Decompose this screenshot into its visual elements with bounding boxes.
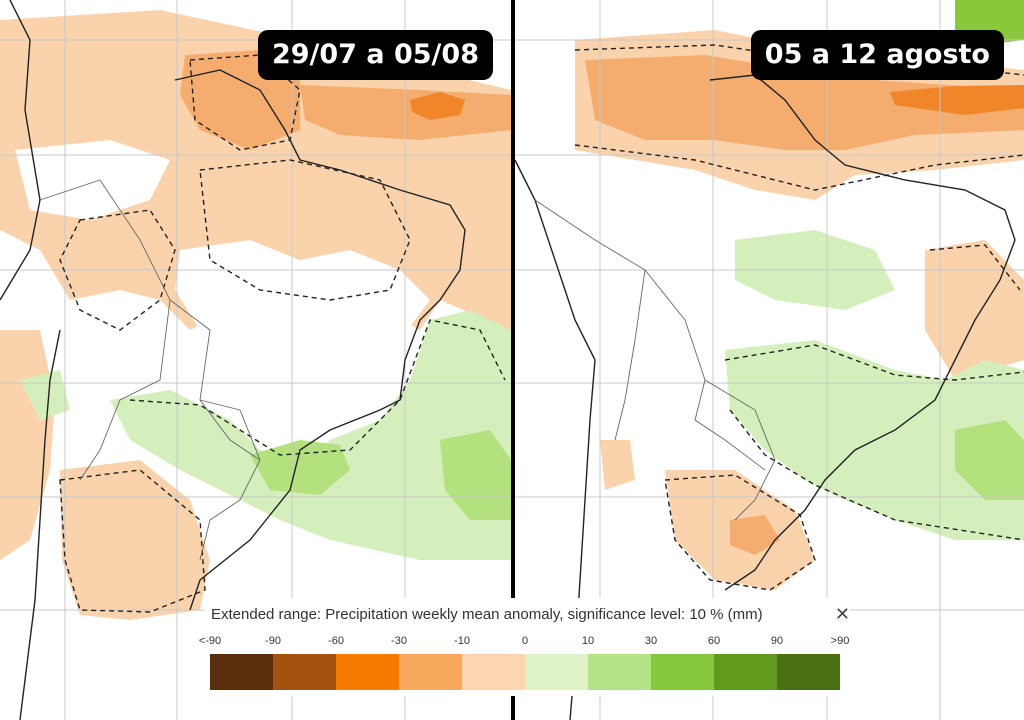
- legend-tick-label: -10: [454, 635, 470, 647]
- legend-swatch: [399, 654, 462, 690]
- legend-tick-label: 10: [581, 635, 595, 647]
- map-panel-left: 29/07 a 05/08: [0, 0, 511, 720]
- country-borders: [39, 179, 261, 561]
- legend-tick-label: 0: [521, 635, 529, 647]
- period-label-right: 05 a 12 agosto: [750, 30, 1004, 80]
- legend-swatch: [210, 654, 273, 690]
- legend-tick-label: 60: [707, 635, 721, 647]
- legend-tick-label: -60: [328, 635, 344, 647]
- legend-tick-label: <-90: [198, 635, 222, 647]
- legend-tick-label: 30: [644, 635, 658, 647]
- dry-anomaly-area: [600, 440, 635, 490]
- legend-ticks: <-90 -90 -60 -30 -10 0 10 30 60 90 >90: [199, 635, 850, 649]
- dry-anomaly-strong: [410, 92, 465, 120]
- no-anomaly-area: [15, 140, 170, 220]
- period-label-left: 29/07 a 05/08: [257, 30, 493, 80]
- legend-swatch: [273, 654, 336, 690]
- country-borders: [534, 199, 776, 521]
- legend-color-scale: [210, 654, 840, 690]
- legend-swatch: [336, 654, 399, 690]
- legend-tick-label: >90: [830, 635, 850, 647]
- panel-divider: [511, 0, 515, 720]
- legend-tick-label: 90: [770, 635, 784, 647]
- dry-anomaly-strong: [585, 55, 1024, 150]
- precip-legend: Extended range: Precipitation weekly mea…: [199, 598, 850, 696]
- dry-anomaly-strong: [890, 85, 1024, 115]
- dry-anomaly-area: [925, 240, 1024, 380]
- legend-tick-label: -30: [391, 635, 407, 647]
- dry-anomaly-area: [60, 460, 210, 620]
- legend-swatch: [588, 654, 651, 690]
- wet-anomaly-medium: [955, 420, 1024, 500]
- legend-swatch: [777, 654, 840, 690]
- wet-anomaly-medium: [250, 440, 350, 495]
- precip-anomaly-map-left: [0, 0, 511, 720]
- dry-anomaly-area: [0, 330, 55, 560]
- dry-anomaly-strong: [730, 515, 780, 555]
- legend-title: Extended range: Precipitation weekly mea…: [211, 606, 763, 623]
- legend-swatch: [462, 654, 525, 690]
- coastlines: [0, 0, 466, 720]
- close-icon[interactable]: ✕: [834, 604, 850, 624]
- legend-swatch: [525, 654, 588, 690]
- legend-tick-label: -90: [265, 635, 281, 647]
- legend-swatch: [714, 654, 777, 690]
- legend-swatch: [651, 654, 714, 690]
